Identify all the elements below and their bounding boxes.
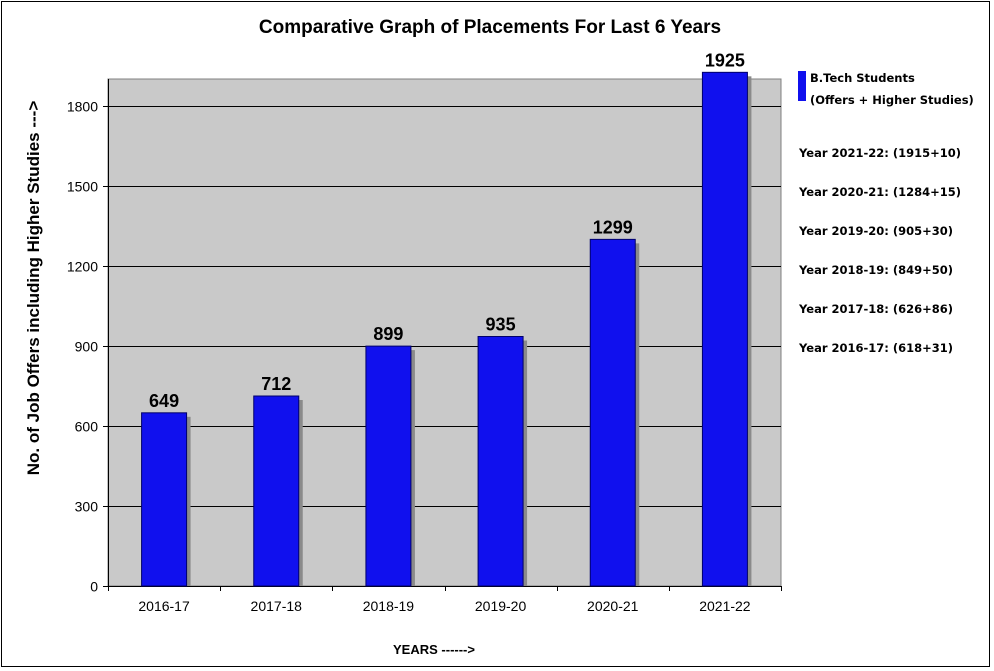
legend-note: Year 2021-22: (1915+10) bbox=[798, 146, 961, 160]
x-tick-label: 2017-18 bbox=[251, 598, 303, 614]
bar-2020-21 bbox=[589, 238, 636, 587]
legend-series-label-line1: B.Tech Students bbox=[810, 71, 915, 85]
y-tick-label: 300 bbox=[75, 499, 99, 515]
legend-note: Year 2018-19: (849+50) bbox=[798, 263, 953, 277]
y-tick-label: 0 bbox=[90, 579, 98, 595]
bar-2017-18 bbox=[253, 395, 300, 587]
bar-2018-19 bbox=[365, 345, 412, 587]
y-tick-label: 1500 bbox=[67, 179, 98, 195]
x-tick-label: 2018-19 bbox=[363, 598, 415, 614]
legend-note: Year 2016-17: (618+31) bbox=[798, 341, 953, 355]
bar-2019-20 bbox=[477, 336, 524, 587]
y-tick-label: 1200 bbox=[67, 259, 98, 275]
x-axis-title: YEARS ------> bbox=[393, 642, 475, 657]
legend-series-label-line2: (Offers + Higher Studies) bbox=[810, 93, 974, 107]
data-label: 899 bbox=[373, 324, 403, 344]
legend-notes: Year 2021-22: (1915+10) Year 2020-21: (12… bbox=[798, 146, 961, 355]
y-axis-title: No. of Job Offers including Higher Studi… bbox=[24, 101, 43, 476]
y-tick-label: 1800 bbox=[67, 99, 98, 115]
data-label: 935 bbox=[486, 315, 516, 335]
x-tick-label: 2019-20 bbox=[475, 598, 527, 614]
legend-swatch bbox=[798, 71, 806, 101]
y-tick-label: 900 bbox=[75, 339, 99, 355]
chart-title: Comparative Graph of Placements For Last… bbox=[259, 17, 721, 38]
data-label: 1925 bbox=[705, 50, 745, 70]
bar-2021-22 bbox=[701, 71, 748, 587]
bar-2016-17 bbox=[141, 412, 188, 587]
data-label: 649 bbox=[149, 391, 179, 411]
x-tick-label: 2016-17 bbox=[138, 598, 190, 614]
plot-area: 0 300 600 900 1200 1500 1800 649 2016-17 712 2017-… bbox=[67, 50, 782, 614]
x-tick-label: 2020-21 bbox=[587, 598, 639, 614]
data-label: 712 bbox=[261, 374, 291, 394]
plot-background bbox=[107, 78, 782, 587]
legend-note: Year 2019-20: (905+30) bbox=[798, 224, 953, 238]
legend: B.Tech Students (Offers + Higher Studies… bbox=[798, 71, 974, 355]
data-label: 1299 bbox=[593, 217, 633, 237]
y-tick-label: 600 bbox=[75, 419, 99, 435]
legend-note: Year 2017-18: (626+86) bbox=[798, 302, 953, 316]
x-tick-label: 2021-22 bbox=[699, 598, 751, 614]
legend-note: Year 2020-21: (1284+15) bbox=[798, 185, 961, 199]
